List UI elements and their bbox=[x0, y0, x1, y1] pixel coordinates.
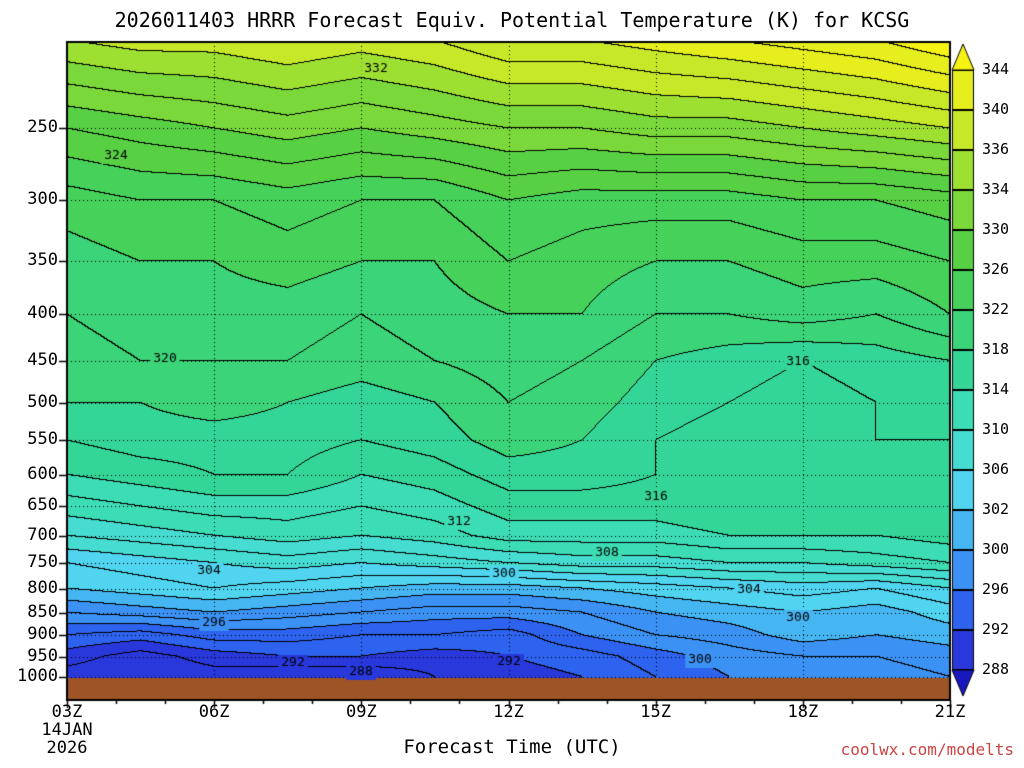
colorbar-tick-label: 292 bbox=[982, 620, 1010, 638]
colorbar-tick-label: 340 bbox=[982, 100, 1010, 118]
x-axis-title: Forecast Time (UTC) bbox=[403, 736, 621, 758]
y-tick-label: 950 bbox=[27, 645, 58, 666]
colorbar-tick-label: 314 bbox=[982, 380, 1010, 398]
colorbar-tick-label: 334 bbox=[982, 180, 1010, 198]
y-tick-label: 750 bbox=[27, 551, 58, 572]
y-tick-label: 350 bbox=[27, 250, 58, 271]
colorbar-tick-label: 288 bbox=[982, 660, 1010, 678]
colorbar-tick-label: 306 bbox=[982, 460, 1010, 478]
date-line-month: 14JAN bbox=[41, 720, 93, 740]
y-tick-label: 600 bbox=[27, 463, 58, 484]
y-tick-label: 700 bbox=[27, 524, 58, 545]
y-tick-label: 250 bbox=[27, 117, 58, 138]
watermark: coolwx.com/modelts bbox=[840, 740, 1014, 759]
y-tick-label: 450 bbox=[27, 349, 58, 370]
y-tick-label: 400 bbox=[27, 303, 58, 324]
page-title: 2026011403 HRRR Forecast Equiv. Potentia… bbox=[114, 8, 910, 32]
y-tick-label: 300 bbox=[27, 189, 58, 210]
y-tick-label: 800 bbox=[27, 577, 58, 598]
x-tick-label: 06Z bbox=[198, 702, 230, 722]
x-tick-label: 12Z bbox=[493, 702, 524, 722]
y-tick-label: 850 bbox=[27, 601, 58, 622]
y-tick-label: 550 bbox=[27, 429, 58, 450]
colorbar-tick-label: 310 bbox=[982, 420, 1010, 438]
x-tick-label: 09Z bbox=[345, 702, 377, 722]
x-tick-label: 03Z bbox=[51, 702, 83, 722]
x-tick-label: 15Z bbox=[640, 702, 672, 722]
colorbar-tick-label: 344 bbox=[982, 60, 1010, 78]
colorbar-tick-label: 330 bbox=[982, 220, 1010, 238]
y-tick-label: 500 bbox=[27, 391, 58, 412]
y-tick-label: 1000 bbox=[17, 665, 58, 686]
date-line-year: 2026 bbox=[46, 738, 88, 758]
colorbar-tick-label: 336 bbox=[982, 140, 1010, 158]
y-tick-label: 650 bbox=[27, 495, 58, 516]
colorbar-tick-label: 326 bbox=[982, 260, 1010, 278]
colorbar-tick-label: 300 bbox=[982, 540, 1010, 558]
colorbar-tick-label: 322 bbox=[982, 300, 1010, 318]
x-tick-label: 18Z bbox=[787, 702, 819, 722]
x-tick-label: 21Z bbox=[934, 702, 966, 722]
colorbar-tick-label: 296 bbox=[982, 580, 1010, 598]
y-tick-label: 900 bbox=[27, 624, 58, 645]
colorbar-tick-label: 302 bbox=[982, 500, 1010, 518]
colorbar-tick-label: 318 bbox=[982, 340, 1010, 358]
